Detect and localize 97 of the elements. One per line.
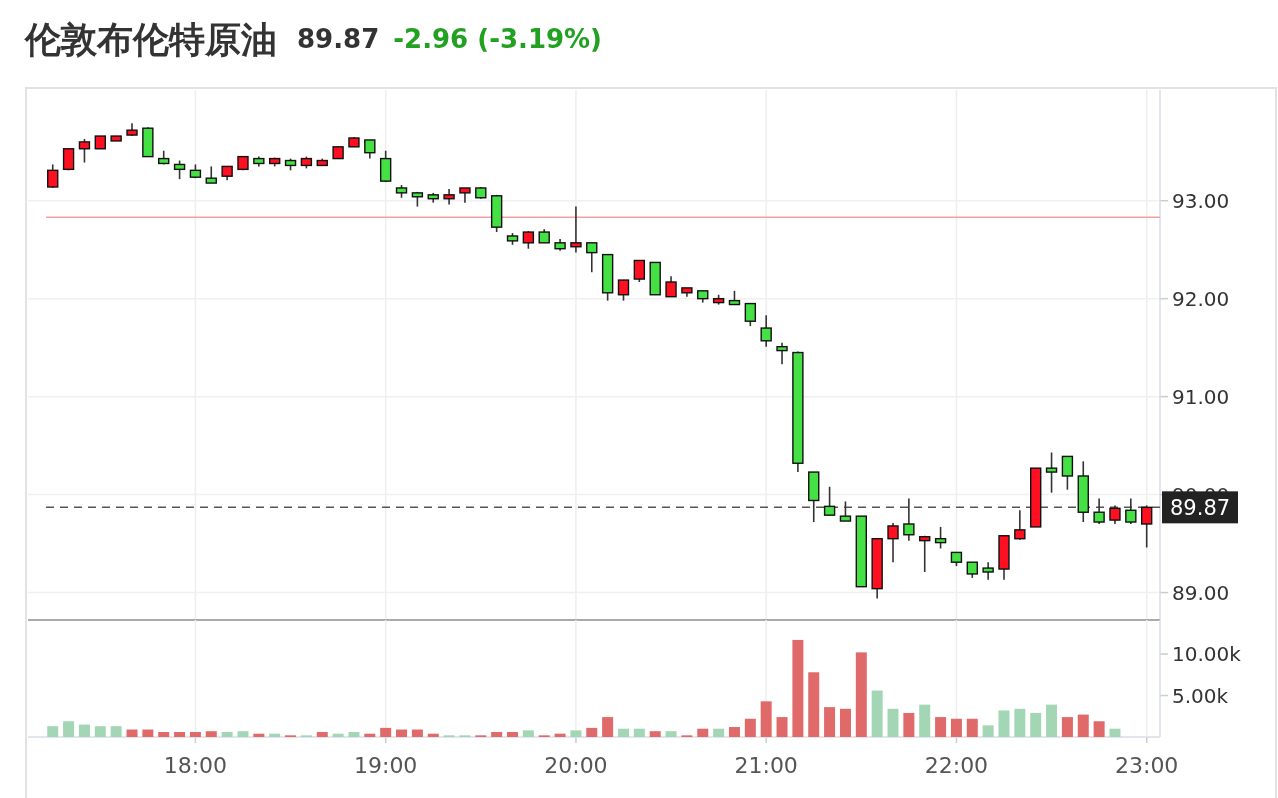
candlestick [665,275,677,298]
bar [760,701,772,737]
bar [237,731,249,737]
bar [110,726,122,737]
bar [586,727,598,737]
bar [982,725,994,737]
candlestick [1061,455,1074,491]
candlestick [1140,504,1153,549]
bar [1030,712,1042,737]
candlestick [887,522,899,563]
candlestick [617,279,630,302]
bar [221,732,233,737]
bar [348,732,360,737]
x-tick-label: 19:00 [353,753,418,778]
bar [649,731,661,737]
y-tick-label: 91.00 [1172,384,1230,409]
bar [1077,714,1089,737]
bar [1046,704,1058,737]
chart-title: 伦敦布伦特原油 [23,19,277,60]
bar [1014,708,1026,737]
candlestick [919,534,931,573]
bar [713,728,725,737]
bar [78,724,90,737]
bar [824,707,836,737]
bar [633,728,645,737]
bar [665,731,677,737]
bar [507,732,519,737]
bar [174,732,186,737]
bar [491,732,503,737]
candlestick [586,242,598,274]
y-tick-label: 92.00 [1172,286,1230,311]
candlestick [47,163,59,189]
bar [396,729,408,737]
ref-line-label: 89.87 [1170,496,1231,521]
bar [808,672,820,737]
bar [189,732,201,737]
bar [855,652,867,737]
candlestick [1014,509,1026,541]
x-tick-label: 22:00 [924,753,989,778]
bar [744,718,756,737]
candlestick [1093,497,1105,525]
bar [47,726,59,737]
text: -2.96 (-3.19%) [393,24,602,54]
bar [617,728,629,737]
bar [871,690,883,737]
bar [792,639,804,737]
bar [776,717,788,737]
candlestick [1045,451,1058,494]
bar [966,718,978,737]
y-tick-label: 5.00k [1172,683,1229,708]
candlestick [379,149,392,183]
bar [522,730,534,737]
bar [919,704,931,737]
candlestick [823,485,836,516]
candlestick [1125,497,1137,525]
x-tick-label: 20:00 [544,753,608,778]
bar [411,729,423,737]
bar [903,712,915,737]
candlestick [776,341,788,366]
candlestick [903,497,915,542]
candlestick [744,302,757,327]
bar [158,732,170,737]
candlestick [1109,504,1121,525]
candlestick [364,139,376,160]
bar [697,728,709,737]
bar [570,730,582,737]
y-tick-label: 89.00 [1172,580,1230,605]
bar [1109,728,1121,737]
text: 89.87 [297,24,380,54]
bar [935,717,947,737]
bar [602,717,614,737]
candlestick [760,314,772,348]
candlestick [570,205,582,254]
bar [728,727,740,737]
bar [142,729,154,737]
x-tick-label: 23:00 [1114,753,1179,778]
y-tick-label: 93.00 [1172,188,1230,213]
bar [887,708,899,737]
bar [205,731,217,737]
bar [1093,721,1105,737]
y-tick-label: 10.00k [1172,642,1242,667]
bar [380,727,392,737]
bar [94,726,106,737]
bar [316,732,328,737]
x-tick-label: 21:00 [734,753,798,778]
candlestick [78,138,91,164]
bar [63,721,75,737]
x-tick-label: 18:00 [163,753,228,778]
bar [950,718,962,737]
bar [126,729,138,737]
candlestick [934,526,947,550]
bar [998,710,1010,737]
candlestick [839,500,852,522]
bar [1061,717,1073,737]
candlestick [633,259,646,283]
candlestick [173,159,186,180]
bar [839,708,851,737]
